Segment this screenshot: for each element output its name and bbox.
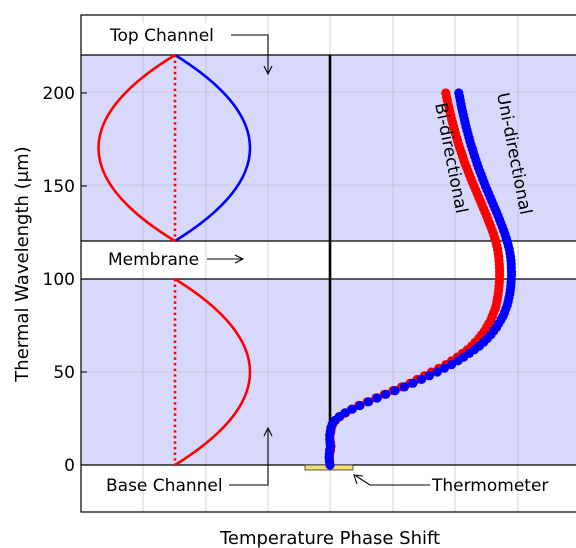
top-channel-arrow-head <box>263 65 273 76</box>
base-channel-label: Base Channel <box>106 476 223 496</box>
top-channel-arrow <box>231 34 269 72</box>
y-tick-label: 100 <box>43 270 75 290</box>
x-axis-title: Temperature Phase Shift <box>219 528 440 548</box>
top-channel-region <box>81 55 576 241</box>
plot-frame <box>80 14 576 513</box>
base-red-wave <box>174 277 252 467</box>
data-point <box>432 367 442 377</box>
data-point <box>439 363 449 373</box>
series-uni-directional <box>324 88 517 470</box>
annotations: Top Channel Membrane Base Channel Thermo… <box>106 23 548 496</box>
thermometer-arrow <box>355 475 430 486</box>
base-channel-arrow <box>229 430 269 486</box>
data-point <box>381 389 391 399</box>
data-point <box>399 382 409 392</box>
data-point <box>454 88 464 98</box>
data-point <box>408 378 418 388</box>
top-blue-wave <box>174 53 252 243</box>
data-point <box>364 397 374 407</box>
data-series <box>324 88 517 470</box>
membrane-label: Membrane <box>108 250 199 270</box>
data-point <box>416 374 427 384</box>
y-axis-ticks: 0 50 100 150 200 <box>43 84 87 476</box>
wave-profiles <box>97 53 252 467</box>
top-red-wave <box>97 53 176 243</box>
data-point <box>355 400 365 411</box>
data-point <box>441 88 451 98</box>
data-point <box>424 371 434 381</box>
data-point <box>347 404 357 414</box>
thermometer-arrow-head <box>353 474 364 485</box>
y-tick-label: 200 <box>43 84 75 104</box>
y-axis-title: Thermal Wavelength (μm) <box>12 146 33 382</box>
base-channel-arrow-head <box>263 426 273 437</box>
membrane-arrow-head <box>234 254 245 264</box>
top-channel-label: Top Channel <box>109 26 214 46</box>
data-point <box>340 408 350 418</box>
thermometer-label: Thermometer <box>431 476 548 496</box>
y-tick-label: 50 <box>53 363 75 383</box>
data-point <box>390 386 400 396</box>
y-tick-label: 0 <box>64 456 75 476</box>
y-tick-label: 150 <box>43 177 75 197</box>
top-channel-label-bg <box>106 23 230 47</box>
data-point <box>372 393 382 403</box>
